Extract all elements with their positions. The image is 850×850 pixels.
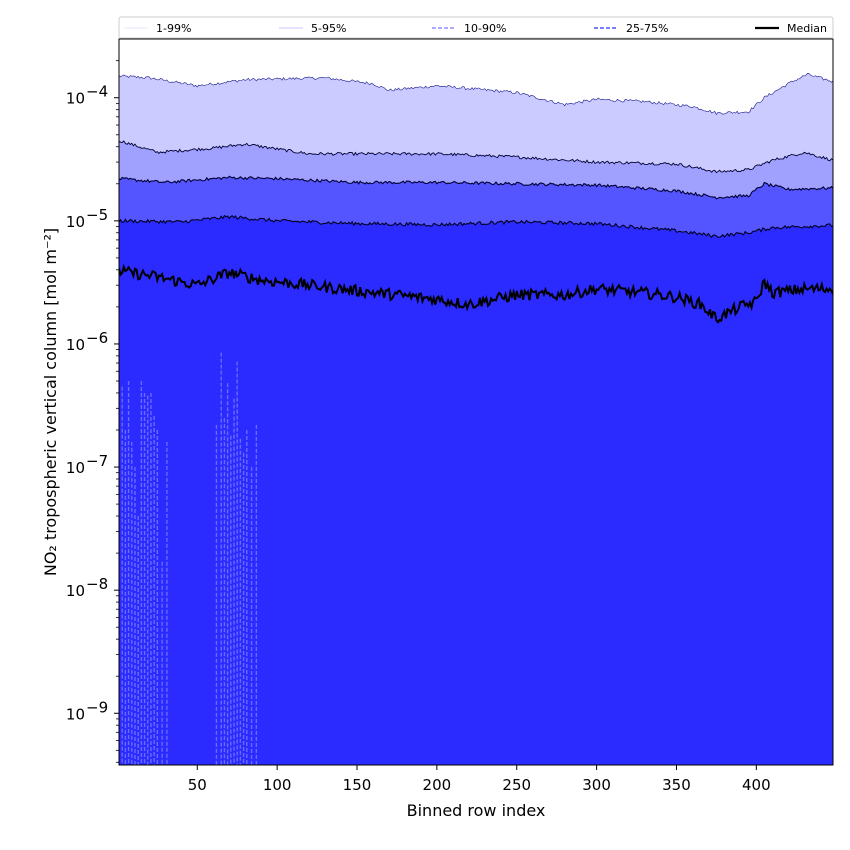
series-5-95-upper-line (119, 140, 833, 174)
series-1-99-upper-line (119, 73, 833, 115)
y-axis-label: NO₂ tropospheric vertical column [mol m⁻… (41, 228, 60, 576)
x-tick-label-200: 200 (423, 776, 452, 794)
y-tick-label-exp--9: −9 (86, 698, 108, 716)
x-tick-label-100: 100 (263, 776, 292, 794)
x-tick-label-300: 300 (582, 776, 611, 794)
x-axis-label: Binned row index (407, 801, 546, 820)
legend-label-2: 10-90% (464, 22, 506, 35)
y-tick-label-exp--7: −7 (86, 452, 108, 470)
x-tick-label-400: 400 (742, 776, 771, 794)
y-tick-label--6: 10 (66, 336, 85, 354)
x-tick-label-50: 50 (188, 776, 207, 794)
legend-label-0: 1-99% (156, 22, 191, 35)
x-tick-label-250: 250 (502, 776, 531, 794)
legend-label-3: 25-75% (626, 22, 668, 35)
plot-frame (118, 38, 834, 766)
y-tick-label--9: 10 (66, 705, 85, 723)
legend-label-4: Median (787, 22, 827, 35)
y-tick-label--4: 10 (66, 90, 85, 108)
legend-box (118, 16, 834, 39)
y-tick-label-exp--8: −8 (86, 575, 108, 593)
band-25-75-core (119, 215, 833, 765)
x-tick-label-150: 150 (343, 776, 372, 794)
series-median-line (119, 263, 833, 324)
x-tick-label-350: 350 (662, 776, 691, 794)
y-tick-label--8: 10 (66, 582, 85, 600)
plot-clip-group (119, 73, 833, 765)
y-tick-label-exp--4: −4 (86, 83, 108, 101)
y-tick-label-exp--6: −6 (86, 329, 108, 347)
y-tick-label--7: 10 (66, 459, 85, 477)
legend-label-1: 5-95% (311, 22, 346, 35)
y-tick-label--5: 10 (66, 213, 85, 231)
legend: 1-99% 5-95% 10-90% 25-75% Median (118, 16, 834, 39)
y-tick-label-exp--5: −5 (86, 206, 108, 224)
series-10-90-upper-line (119, 175, 833, 200)
series-25-75-upper-line (119, 214, 833, 238)
plot-area (119, 73, 833, 765)
